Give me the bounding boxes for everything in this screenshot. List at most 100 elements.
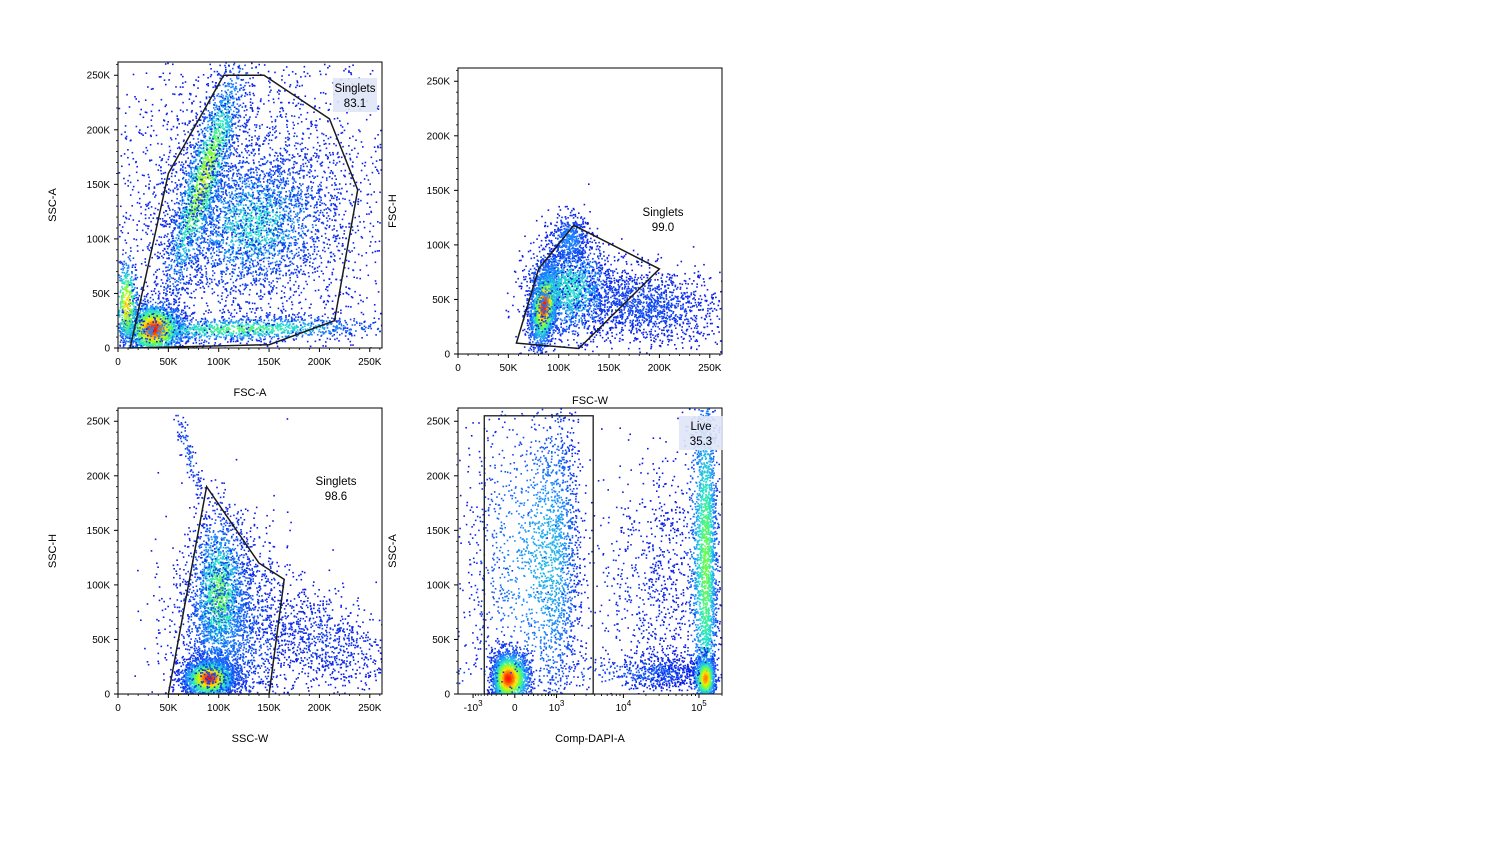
x-tick-label: 104: [616, 699, 632, 714]
population-4: [538, 183, 599, 278]
y-tick-label: 0: [104, 690, 110, 701]
population-2: [458, 408, 593, 694]
y-tick-label: 0: [444, 350, 450, 361]
population-3: [518, 234, 722, 354]
y-tick-label: 150K: [427, 526, 451, 537]
x-tick-label: 150K: [257, 703, 281, 714]
panel-4: Live 35.3 0 50K 100K 150K 200K 250K -103 0 103 104 1…: [387, 407, 723, 745]
population-4: [200, 530, 382, 694]
x-tick-label: 250K: [358, 703, 382, 714]
y-tick-label: 50K: [92, 635, 110, 646]
x-axis-title: FSC-A: [234, 387, 268, 399]
x-tick-label: 200K: [308, 703, 332, 714]
x-axis: 0 50K 100K 150K 200K 250K: [115, 694, 382, 714]
gate-percent: 99.0: [652, 222, 674, 234]
y-tick-label: 250K: [427, 417, 451, 428]
population-5: [118, 218, 148, 348]
y-axis-title: SSC-H: [47, 534, 59, 568]
gate-polygon[interactable]: [515, 224, 661, 350]
gate-polygon[interactable]: [167, 484, 286, 695]
x-tick-label: 250K: [698, 363, 722, 374]
population-5: [458, 649, 707, 694]
gate-label-box: [679, 416, 723, 450]
y-tick-label: 250K: [87, 71, 111, 82]
y-tick-label: 250K: [87, 417, 111, 428]
y-axis-title: SSC-A: [387, 534, 399, 568]
x-axis: -103 0 103 104 105: [464, 694, 723, 714]
y-tick-label: 150K: [87, 180, 111, 191]
y-axis-title: SSC-A: [47, 188, 59, 222]
plot-frame: [457, 67, 723, 355]
x-tick-label: 250K: [358, 357, 382, 368]
y-tick-label: 100K: [427, 240, 451, 251]
y-axis-title: FSC-H: [387, 194, 399, 228]
y-tick-label: 150K: [87, 526, 111, 537]
gate-label-box: [333, 78, 377, 112]
gate-percent: 83.1: [344, 98, 366, 110]
panel-3: Singlets 98.6 0 50K 100K 150K 200K 250K 0 50K 100K…: [47, 407, 383, 745]
y-tick-label: 150K: [427, 186, 451, 197]
y-tick-label: 200K: [427, 131, 451, 142]
x-tick-label: 100K: [547, 363, 571, 374]
event-density: [134, 414, 382, 694]
event-density: [458, 408, 722, 694]
gate-label: Singlets 99.0: [643, 207, 684, 234]
population-4: [119, 310, 382, 348]
y-tick-label: 250K: [427, 77, 451, 88]
panel-1: Singlets 83.1 0 50K 100K 150K 200K 250K 0 50K 100K…: [47, 61, 383, 399]
x-axis: 0 50K 100K 150K 200K 250K: [455, 354, 722, 374]
plot-frame: [117, 61, 383, 349]
gate-name: Singlets: [643, 207, 684, 219]
gate-percent: 35.3: [690, 436, 712, 448]
gate-polygon[interactable]: [129, 74, 359, 349]
x-tick-label: 100K: [207, 357, 231, 368]
gate-label: Singlets 83.1: [333, 78, 377, 112]
population-5: [173, 414, 211, 526]
event-density: [505, 183, 722, 354]
y-tick-label: 100K: [87, 580, 111, 591]
x-tick-label: 200K: [648, 363, 672, 374]
x-tick-label: 50K: [499, 363, 517, 374]
x-tick-label: 0: [455, 363, 461, 374]
x-tick-exponent: 3: [478, 699, 483, 708]
x-tick-exponent: 4: [627, 699, 632, 708]
y-tick-label: 200K: [427, 471, 451, 482]
x-tick-label: 0: [115, 357, 121, 368]
x-tick-label: -103: [464, 699, 483, 714]
x-tick-label: 100K: [207, 703, 231, 714]
y-axis: 0 50K 100K 150K 200K 250K: [427, 409, 458, 701]
y-axis: 0 50K 100K 150K 200K 250K: [87, 63, 118, 355]
x-axis-title: Comp-DAPI-A: [555, 733, 625, 745]
x-tick-label: 50K: [159, 357, 177, 368]
gate-label: Singlets 98.6: [316, 476, 357, 503]
y-tick-label: 0: [444, 690, 450, 701]
y-tick-label: 50K: [92, 289, 110, 300]
y-tick-label: 50K: [432, 295, 450, 306]
gate-rectangle[interactable]: [483, 415, 594, 695]
x-axis-title: SSC-W: [232, 733, 269, 745]
x-tick-label: 50K: [159, 703, 177, 714]
x-tick-exponent: 3: [560, 699, 565, 708]
population-3: [134, 418, 331, 694]
population-4: [681, 641, 722, 694]
y-axis: 0 50K 100K 150K 200K 250K: [427, 69, 458, 361]
event-density: [118, 62, 382, 348]
x-tick-exponent: 5: [702, 699, 707, 708]
y-axis: 0 50K 100K 150K 200K 250K: [87, 409, 118, 701]
x-tick-label: 0: [512, 703, 518, 714]
x-tick-label: 150K: [597, 363, 621, 374]
population-6: [118, 62, 382, 348]
gate-name: Singlets: [316, 476, 357, 488]
panel-2: Singlets 99.0 0 50K 100K 150K 200K 250K 0 50K 100K…: [387, 67, 723, 407]
y-tick-label: 100K: [87, 234, 111, 245]
x-tick-label: 0: [115, 703, 121, 714]
y-tick-label: 0: [104, 344, 110, 355]
x-axis-title: FSC-W: [572, 395, 609, 407]
gate-label: Live 35.3: [679, 416, 723, 450]
population-6: [458, 417, 698, 694]
x-tick-label: 150K: [257, 357, 281, 368]
population-1: [485, 634, 545, 694]
y-tick-label: 200K: [87, 471, 111, 482]
y-tick-label: 50K: [432, 635, 450, 646]
